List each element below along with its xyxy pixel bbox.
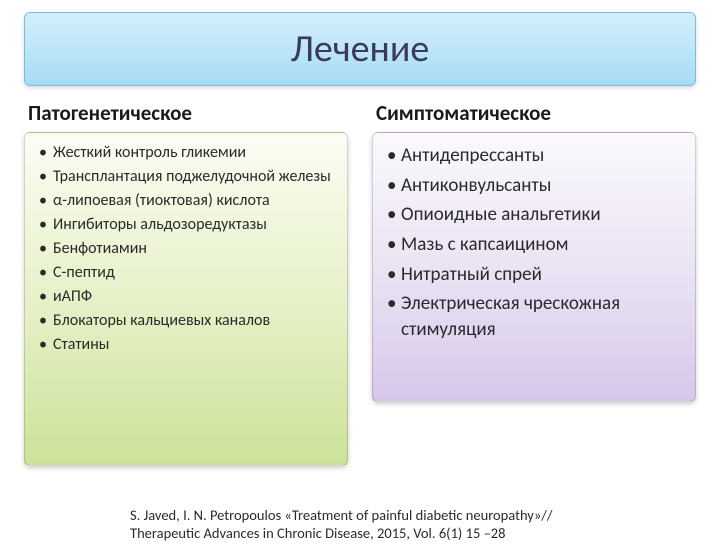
citation: S. Javed, I. N. Petropoulos «Treatment o… <box>130 506 552 542</box>
title-bar: Лечение <box>24 12 696 86</box>
list-item: иАПФ <box>35 287 333 307</box>
left-heading: Патогенетическое <box>24 100 348 126</box>
list-item: Антидепрессанты <box>383 143 681 169</box>
list-item: Блокаторы кальциевых каналов <box>35 311 333 331</box>
list-item: Статины <box>35 335 333 355</box>
list-item: Опиоидные анальгетики <box>383 202 681 228</box>
list-item: Электрическая чрескожная стимуляция <box>383 291 681 342</box>
right-list: Антидепрессанты Антиконвульсанты Опиоидн… <box>383 143 681 342</box>
left-panel: Жесткий контроль гликемии Трансплантация… <box>24 132 348 466</box>
list-item: Ингибиторы альдозоредуктазы <box>35 215 333 235</box>
list-item: Мазь с капсаицином <box>383 232 681 258</box>
list-item: α-липоевая (тиоктовая) кислота <box>35 191 333 211</box>
right-column: Симптоматическое Антидепрессанты Антикон… <box>372 100 696 466</box>
citation-line: Therapeutic Advances in Chronic Disease,… <box>130 524 552 542</box>
right-panel: Антидепрессанты Антиконвульсанты Опиоидн… <box>372 132 696 402</box>
list-item: Нитратный спрей <box>383 262 681 288</box>
page-title: Лечение <box>291 26 430 72</box>
left-column: Патогенетическое Жесткий контроль гликем… <box>24 100 348 466</box>
list-item: Трансплантация поджелудочной железы <box>35 167 333 187</box>
list-item: С-пептид <box>35 263 333 283</box>
list-item: Антиконвульсанты <box>383 173 681 199</box>
list-item: Жесткий контроль гликемии <box>35 143 333 163</box>
left-list: Жесткий контроль гликемии Трансплантация… <box>35 143 333 355</box>
list-item: Бенфотиамин <box>35 239 333 259</box>
columns: Патогенетическое Жесткий контроль гликем… <box>24 100 696 466</box>
citation-line: S. Javed, I. N. Petropoulos «Treatment o… <box>130 506 552 524</box>
right-heading: Симптоматическое <box>372 100 696 126</box>
